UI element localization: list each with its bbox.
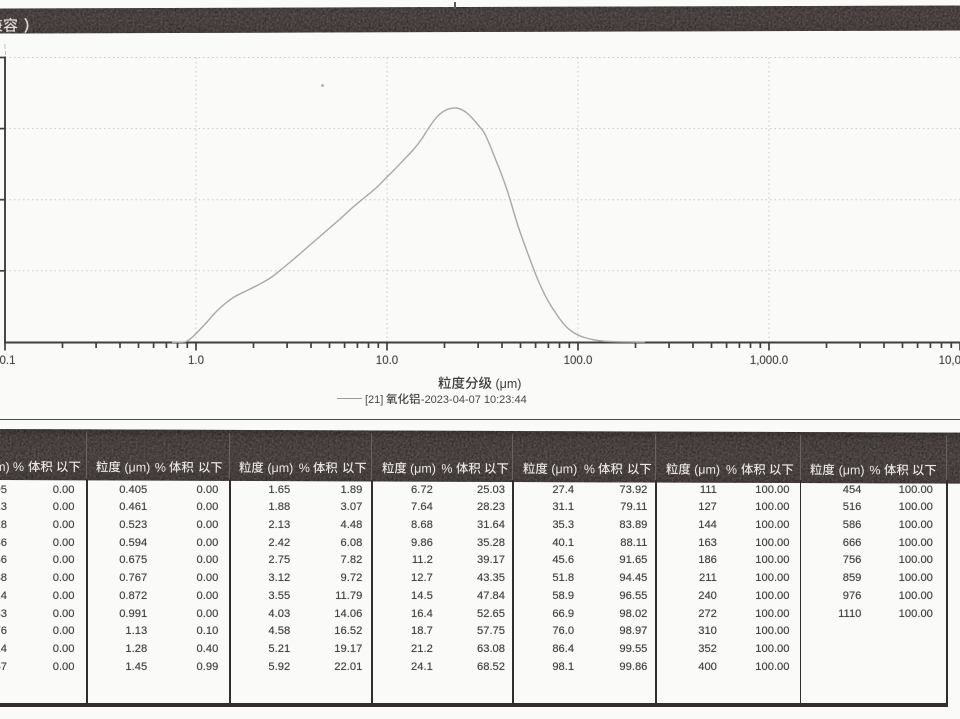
svg-text:10,000.0: 10,000.0: [939, 355, 960, 367]
svg-text:1.0: 1.0: [188, 355, 204, 367]
svg-text:1,000.0: 1,000.0: [750, 355, 788, 367]
svg-text:100.0: 100.0: [564, 355, 593, 367]
svg-text:0.1: 0.1: [0, 355, 16, 367]
svg-text:10.0: 10.0: [376, 355, 398, 367]
